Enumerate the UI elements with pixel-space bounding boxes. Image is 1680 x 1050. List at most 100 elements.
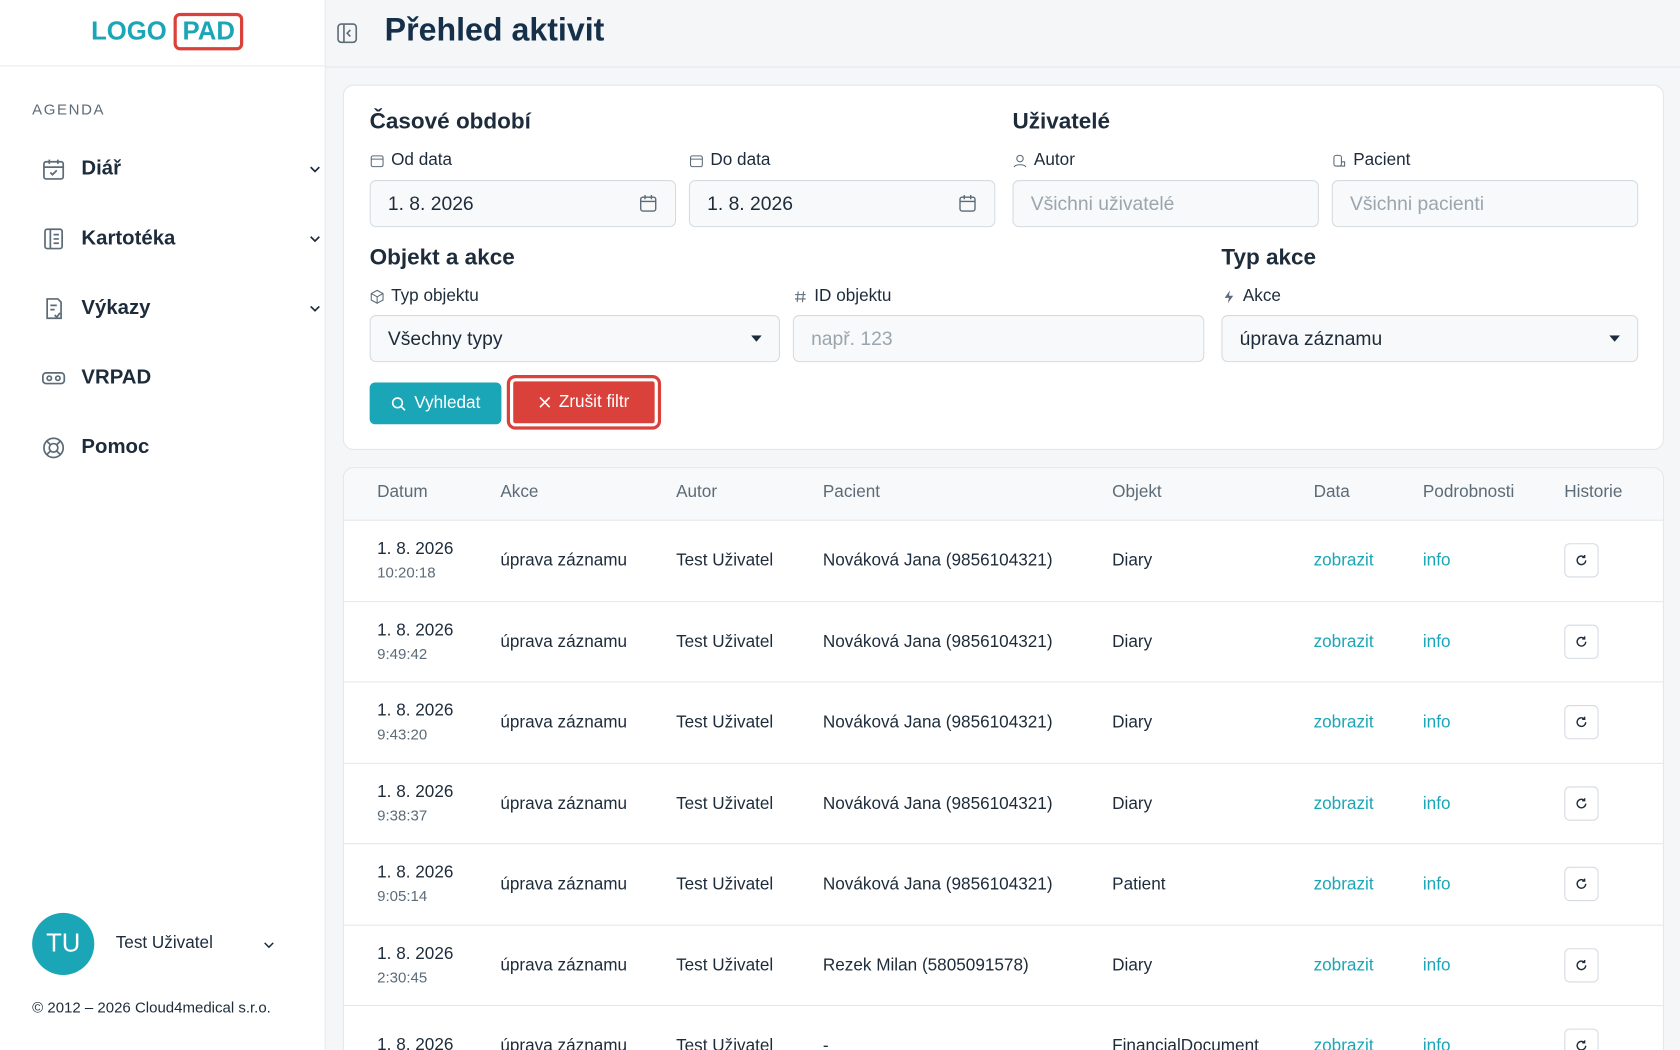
date-input[interactable]: 1. 8. 2026 (369, 180, 677, 228)
date: 1. 8. 2026 (377, 620, 454, 640)
nav-label: Pomoc (81, 436, 150, 459)
nav-item[interactable]: Výkazy (41, 296, 320, 322)
nav-item[interactable]: Kartotéka (41, 226, 320, 252)
table-row: 1. 8. 2026 9:49:42 úprava záznamu Test Uživ… (343, 600, 1663, 682)
history-button[interactable] (1564, 543, 1599, 578)
data-link[interactable]: zobrazit (1313, 632, 1374, 651)
info-link[interactable]: info (1422, 956, 1451, 975)
table-header (343, 468, 1663, 520)
action: úprava záznamu (500, 794, 628, 813)
object: Diary (1112, 956, 1153, 975)
date-input[interactable]: 1. 8. 2026 (688, 180, 996, 228)
history-button[interactable] (1564, 624, 1599, 659)
label-text: Do data (710, 151, 771, 170)
data-link[interactable]: zobrazit (1313, 551, 1374, 571)
icon (1576, 635, 1587, 647)
text-input[interactable]: Všichni pacienti (1331, 180, 1639, 228)
input-value: 1. 8. 2026 (707, 192, 793, 214)
table-row: 1. 8. 2026 9:38:37 úprava záznamu Test Uživ… (343, 762, 1663, 843)
patient: Nováková Jana (9856104321) (822, 713, 1053, 732)
chevron (310, 166, 320, 173)
action: úprava záznamu (500, 551, 628, 571)
icon (1576, 878, 1587, 889)
nav-item[interactable]: VRPAD (41, 365, 151, 391)
nav-label: VRPAD (81, 366, 152, 389)
icon (640, 195, 657, 212)
info-link[interactable]: info (1422, 794, 1451, 813)
user-name[interactable]: Test Uživatel (115, 934, 213, 953)
icon (1576, 959, 1587, 970)
patient: Nováková Jana (9856104321) (822, 551, 1053, 571)
info-link[interactable]: info (1422, 713, 1451, 732)
column-header: Akce (500, 483, 539, 502)
icon (1576, 1040, 1587, 1050)
patient: Nováková Jana (9856104321) (822, 875, 1053, 894)
icon (43, 437, 65, 459)
select[interactable]: Všechny typy (369, 315, 781, 363)
object: Diary (1112, 713, 1153, 732)
history-button[interactable] (1564, 785, 1599, 821)
nav-label: Kartotéka (81, 227, 176, 250)
data-link[interactable]: zobrazit (1313, 1037, 1374, 1050)
chevron (310, 305, 320, 312)
nav-item[interactable]: Diář (41, 156, 320, 182)
date: 1. 8. 2026 (377, 944, 454, 963)
table-row: 1. 8. 2026 9:05:14 úprava záznamu Test Uživ… (343, 843, 1663, 924)
history-button[interactable] (1564, 866, 1599, 902)
table-row: 1. 8. 2026 2:30:45 úprava záznamu Test Uživ… (343, 924, 1663, 1005)
data-link[interactable]: zobrazit (1313, 875, 1374, 894)
chevron[interactable] (263, 939, 276, 952)
button-label: Vyhledat (414, 393, 481, 412)
select-value: úprava záznamu (1239, 327, 1383, 349)
info-link[interactable]: info (1422, 1037, 1451, 1050)
select[interactable]: úprava záznamu (1221, 315, 1639, 363)
label-text: ID objektu (814, 287, 892, 306)
table-row: 1. 8. 2026 9:43:20 úprava záznamu Test Uživ… (343, 681, 1663, 762)
date: 1. 8. 2026 (377, 540, 454, 559)
sidebar-toggle[interactable] (336, 23, 358, 44)
section-title: Objekt a akce (369, 245, 515, 271)
text-input[interactable]: Všichni uživatelé (1012, 180, 1319, 228)
text-input[interactable]: např. 123 (792, 315, 1205, 363)
label-text: Pacient (1353, 151, 1411, 170)
search-button[interactable]: Vyhledat (369, 382, 502, 425)
clear-filter-button[interactable]: Zrušit filtr (510, 378, 658, 427)
data-link[interactable]: zobrazit (1313, 956, 1374, 975)
patient: Nováková Jana (9856104321) (822, 794, 1053, 813)
author: Test Uživatel (676, 713, 774, 732)
logo-text: LOGO (91, 17, 167, 47)
nav-item[interactable]: Pomoc (41, 435, 150, 461)
icon (42, 372, 66, 385)
icon (370, 289, 384, 304)
history-button[interactable] (1564, 947, 1599, 982)
icon (1609, 335, 1621, 342)
info-link[interactable]: info (1422, 632, 1451, 651)
field-label: Do data (689, 151, 770, 170)
data-link[interactable]: zobrazit (1313, 713, 1374, 732)
data-link[interactable]: zobrazit (1313, 794, 1374, 813)
column-header: Historie (1564, 483, 1623, 502)
icon (1224, 290, 1234, 304)
icon (1576, 797, 1587, 808)
date: 1. 8. 2026 (377, 782, 454, 801)
icon (959, 195, 976, 212)
object: Patient (1112, 875, 1166, 894)
icon (539, 396, 550, 408)
button-label: Zrušit filtr (558, 392, 630, 411)
patient: - (822, 1037, 829, 1050)
avatar[interactable]: TU (32, 912, 95, 976)
info-link[interactable]: info (1422, 875, 1451, 894)
history-button[interactable] (1564, 1028, 1599, 1050)
column-header: Autor (676, 483, 718, 502)
object: Diary (1112, 551, 1153, 571)
section-title: Časové období (369, 109, 531, 134)
icon (1576, 555, 1587, 566)
column-header: Objekt (1112, 483, 1162, 502)
object: FinancialDocument (1112, 1037, 1259, 1050)
icon (690, 155, 703, 168)
section-title: Uživatelé (1012, 109, 1111, 134)
info-link[interactable]: info (1422, 551, 1451, 571)
author: Test Uživatel (676, 794, 774, 813)
column-header: Data (1313, 483, 1350, 502)
history-button[interactable] (1564, 705, 1599, 740)
